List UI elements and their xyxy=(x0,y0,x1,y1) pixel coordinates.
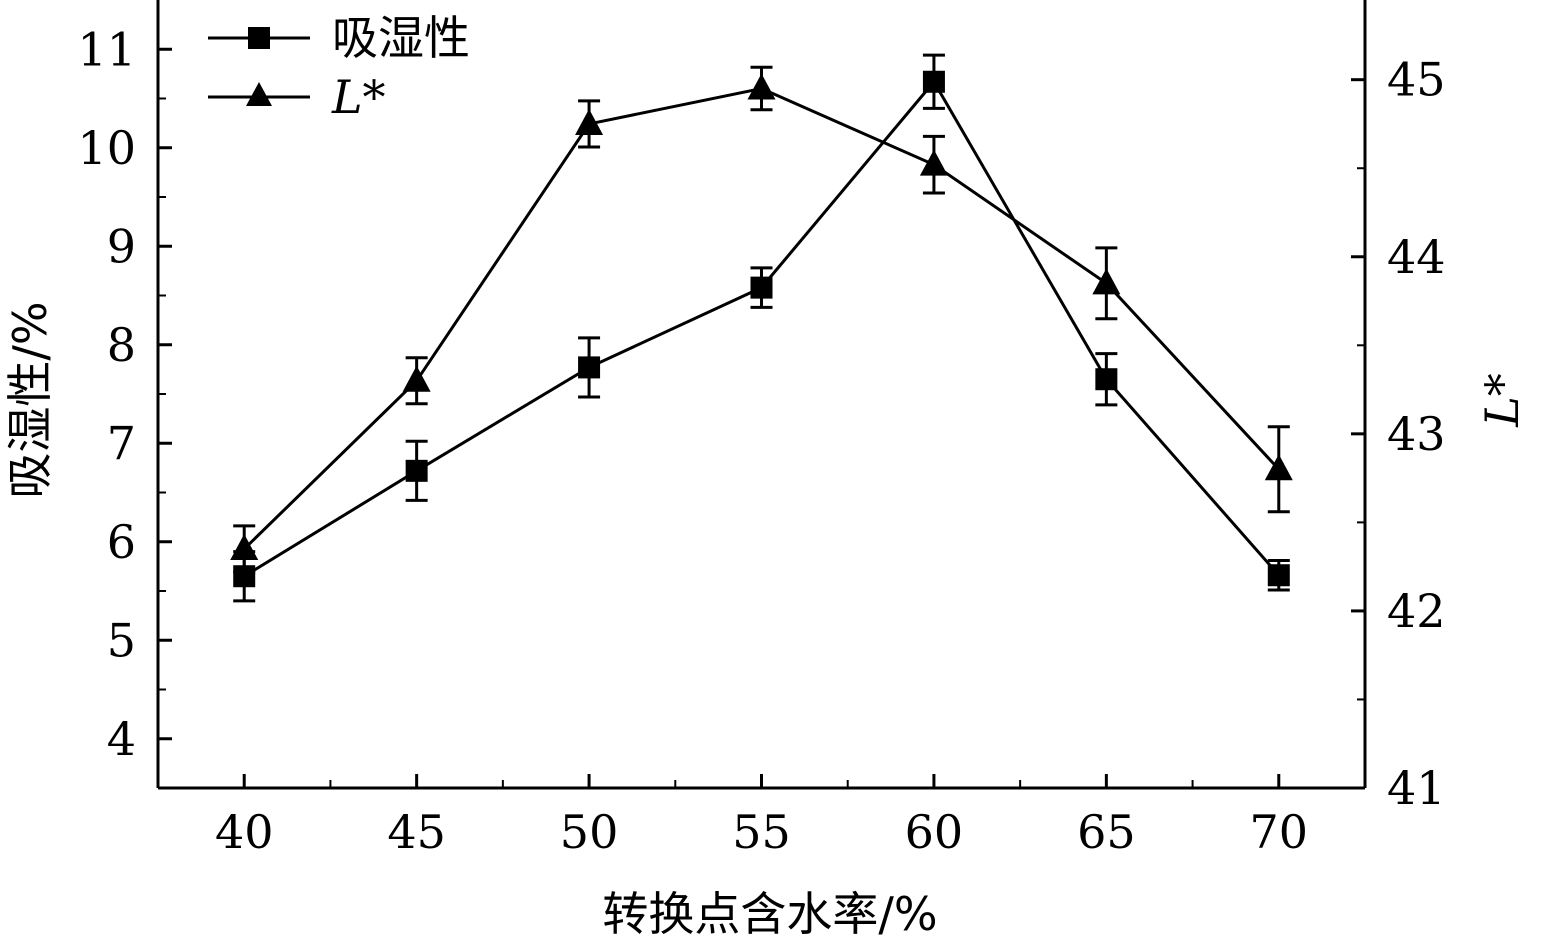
x-tick-label: 40 xyxy=(215,805,274,859)
right-y-axis-title: L* xyxy=(1475,373,1529,428)
series-layer xyxy=(230,53,1293,603)
left-y-axis-title: 吸湿性/% xyxy=(3,301,57,498)
data-point-square xyxy=(405,459,428,482)
left-y-tick-label: 5 xyxy=(107,613,136,667)
series-lstar xyxy=(230,65,1293,574)
data-point-triangle xyxy=(1092,268,1121,295)
x-tick-label: 55 xyxy=(732,805,791,859)
legend-label-lstar: L* xyxy=(331,70,386,124)
right-y-tick-label: 42 xyxy=(1387,584,1446,638)
left-y-tick-label: 6 xyxy=(107,515,136,569)
data-point-triangle xyxy=(575,108,604,135)
x-axis-ticks: 40 45 50 55 60 65 70 xyxy=(215,774,1308,859)
left-y-tick-label: 4 xyxy=(107,712,136,766)
series-line xyxy=(243,79,1280,578)
right-y-tick-label: 41 xyxy=(1387,761,1446,815)
data-point-square xyxy=(922,70,945,93)
right-y-tick-label: 44 xyxy=(1387,230,1446,284)
data-point-triangle xyxy=(1264,454,1293,481)
left-y-axis-ticks: 4 5 6 7 8 9 10 11 xyxy=(77,22,172,766)
data-point-square xyxy=(1095,368,1118,391)
x-tick-label: 50 xyxy=(560,805,619,859)
data-point-triangle xyxy=(230,533,259,560)
legend: 吸湿性 L* xyxy=(208,11,470,124)
right-y-tick-label: 45 xyxy=(1387,53,1446,107)
left-y-tick-label: 7 xyxy=(107,416,136,470)
x-tick-label: 70 xyxy=(1250,805,1309,859)
data-point-square xyxy=(750,276,773,299)
x-tick-label: 45 xyxy=(387,805,446,859)
data-point-triangle xyxy=(402,365,431,392)
right-y-tick-label: 43 xyxy=(1387,407,1446,461)
x-tick-label: 60 xyxy=(905,805,964,859)
left-y-tick-label: 11 xyxy=(77,22,136,76)
right-y-axis-ticks: 41 42 43 44 45 xyxy=(1351,53,1446,815)
data-point-square xyxy=(578,356,601,379)
legend-square-marker xyxy=(248,27,270,49)
x-axis-title: 转换点含水率/% xyxy=(602,887,937,941)
left-y-tick-label: 10 xyxy=(77,121,136,175)
legend-label-hygroscopicity: 吸湿性 xyxy=(332,11,470,65)
data-point-triangle xyxy=(747,73,776,100)
data-point-triangle xyxy=(919,149,948,176)
left-y-tick-label: 8 xyxy=(107,318,136,372)
x-tick-label: 65 xyxy=(1077,805,1136,859)
data-point-square xyxy=(1267,564,1290,587)
left-y-tick-label: 9 xyxy=(107,219,136,273)
series-hygroscopicity xyxy=(233,53,1290,603)
legend-triangle-marker xyxy=(246,82,272,106)
